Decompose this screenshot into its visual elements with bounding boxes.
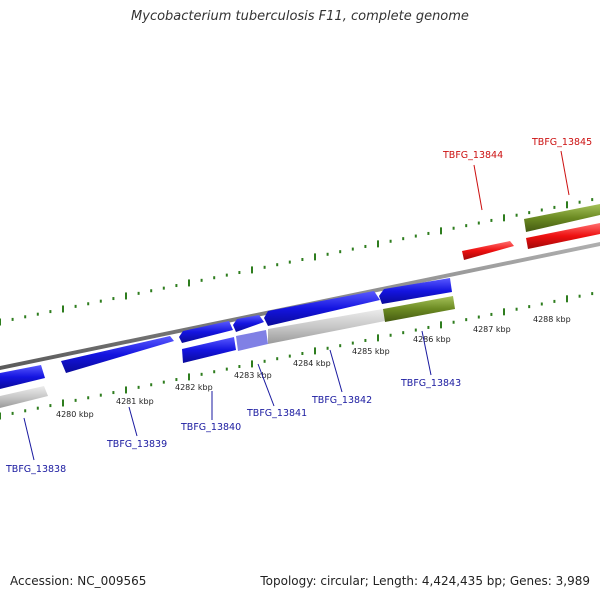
gene-label-group: TBFG_13838 TBFG_13839 TBFG_13840 TBFG_13841… [5,137,592,475]
gene-leader-line [421,330,432,376]
scale-label: 4288 kbp [533,315,571,324]
accession-text: Accession: NC_009565 [10,574,147,588]
gene-feature-tbfg-13838-gray[interactable] [0,386,48,408]
scale-label: 4283 kbp [234,371,272,380]
gene-label-tbfg-13841[interactable]: TBFG_13841 [246,408,307,419]
gene-feature-tbfg-13844[interactable] [462,241,514,260]
scale-label: 4286 kbp [413,335,451,344]
scale-label: 4284 kbp [293,359,331,368]
gene-label-tbfg-13839[interactable]: TBFG_13839 [106,439,167,450]
scale-label: 4280 kbp [56,410,94,419]
gene-feature-tbfg-13840-upper[interactable] [179,321,233,343]
scale-label-group: 4280 kbp 4281 kbp 4282 kbp 4283 kbp 4284 kbp… [56,315,571,419]
gene-leader-line [329,349,343,393]
gene-feature-tbfg-13839[interactable] [61,336,174,373]
gene-leader-line [128,406,138,437]
map-title: Mycobacterium tuberculosis F11, complete… [131,9,469,24]
genome-summary-text: Topology: circular; Length: 4,424,435 bp… [260,574,590,588]
gene-feature-olive-segment[interactable] [383,296,455,322]
scale-label: 4281 kbp [116,397,154,406]
upper-tick-row [0,198,594,326]
gene-feature-tbfg-13838-blue[interactable] [0,365,45,389]
gene-label-tbfg-13840[interactable]: TBFG_13840 [180,422,241,433]
gene-label-tbfg-13838[interactable]: TBFG_13838 [5,464,66,475]
gene-feature-tbfg-13842[interactable] [264,291,380,326]
gene-leader-line [473,164,483,211]
gene-feature-tbfg-13845-olive[interactable] [524,204,600,232]
gene-label-tbfg-13844[interactable]: TBFG_13844 [442,150,503,161]
gene-leader-line [257,363,275,407]
gene-label-tbfg-13843[interactable]: TBFG_13843 [400,378,461,389]
gene-label-tbfg-13845[interactable]: TBFG_13845 [531,137,592,148]
gene-feature-translucent-blue[interactable] [236,330,268,351]
lower-tick-row [0,292,594,420]
gene-label-tbfg-13842[interactable]: TBFG_13842 [311,395,372,406]
gene-feature-tbfg-13843[interactable] [379,278,452,304]
gene-leader-line [560,150,570,196]
gene-feature-tbfg-13841[interactable] [233,315,264,332]
scale-label: 4282 kbp [175,383,213,392]
gene-feature-gray-segment[interactable] [268,309,385,344]
gene-feature-tbfg-13840-lower[interactable] [182,337,236,363]
gene-leader-line [23,417,35,461]
scale-label: 4287 kbp [473,325,511,334]
gene-feature-tbfg-13845[interactable] [526,223,600,249]
scale-label: 4285 kbp [352,347,390,356]
